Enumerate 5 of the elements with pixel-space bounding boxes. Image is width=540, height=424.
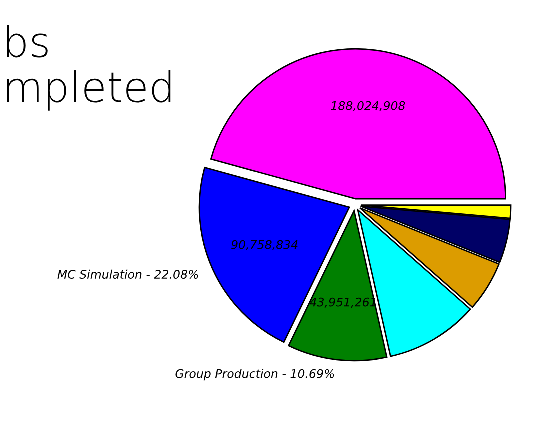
slice-label: MC Simulation - 22.08% (58, 270, 198, 279)
data-label: 90,758,834 (232, 240, 298, 250)
data-label: 188,024,908 (331, 101, 406, 112)
chart-title: bs mpleted (7, 25, 171, 111)
slice-label: Group Production - 10.69% (176, 369, 334, 381)
